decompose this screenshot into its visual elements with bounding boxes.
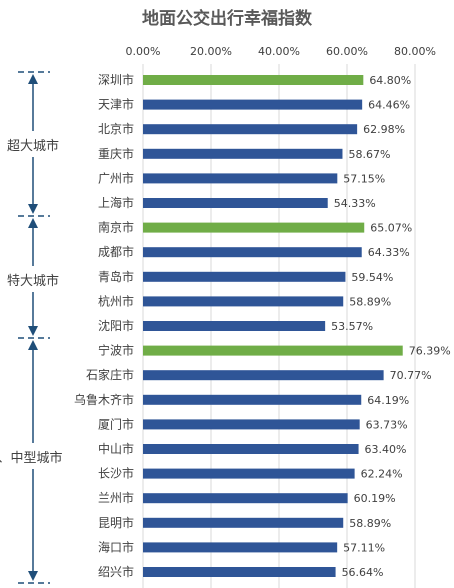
bar bbox=[143, 75, 364, 85]
arrow-down-icon bbox=[28, 204, 38, 214]
arrow-up-icon bbox=[28, 218, 38, 228]
arrow-down-icon bbox=[28, 571, 38, 581]
bar bbox=[143, 173, 338, 184]
bar bbox=[143, 345, 403, 356]
value-label: 65.07% bbox=[370, 222, 412, 235]
category-label: 青岛市 bbox=[98, 269, 134, 284]
category-label: 绍兴市 bbox=[98, 564, 134, 579]
category-label: 海口市 bbox=[98, 539, 134, 554]
bar bbox=[143, 321, 326, 331]
value-label: 58.89% bbox=[349, 295, 391, 308]
arrow-down-icon bbox=[28, 326, 38, 336]
category-label: 上海市 bbox=[98, 195, 134, 210]
value-label: 70.77% bbox=[390, 369, 432, 382]
bar bbox=[143, 296, 344, 307]
value-label: 63.40% bbox=[365, 443, 407, 456]
value-label: 64.46% bbox=[368, 99, 410, 112]
x-tick-label: 20.00% bbox=[190, 45, 232, 58]
category-label: 中山市 bbox=[98, 441, 134, 456]
value-label: 76.39% bbox=[409, 345, 451, 358]
category-label: 昆明市 bbox=[98, 515, 134, 530]
x-tick-label: 60.00% bbox=[326, 45, 368, 58]
bar bbox=[143, 370, 384, 381]
category-label: 广州市 bbox=[98, 170, 134, 185]
bar bbox=[143, 493, 348, 504]
value-label: 59.54% bbox=[351, 271, 393, 284]
value-label: 57.15% bbox=[343, 172, 385, 185]
category-label: 天津市 bbox=[98, 97, 134, 112]
category-label: 北京市 bbox=[98, 121, 134, 136]
category-label: 南京市 bbox=[98, 220, 134, 235]
x-tick-label: 80.00% bbox=[394, 45, 436, 58]
category-label: 深圳市 bbox=[98, 72, 134, 87]
category-label: 成都市 bbox=[98, 244, 134, 259]
bar bbox=[143, 247, 362, 258]
bar bbox=[143, 567, 336, 577]
value-label: 57.11% bbox=[343, 541, 385, 554]
group-label: 超大城市 bbox=[7, 138, 59, 154]
value-label: 62.98% bbox=[363, 123, 405, 136]
group-label: 特大城市 bbox=[7, 273, 59, 289]
category-label: 重庆市 bbox=[98, 146, 134, 161]
arrow-up-icon bbox=[28, 74, 38, 84]
bar bbox=[143, 99, 363, 110]
value-label: 56.64% bbox=[342, 566, 384, 579]
x-tick-label: 40.00% bbox=[258, 45, 300, 58]
bar bbox=[143, 468, 355, 479]
arrow-up-icon bbox=[28, 340, 38, 350]
bar bbox=[143, 517, 344, 528]
value-label: 60.19% bbox=[354, 492, 396, 505]
value-label: 63.73% bbox=[366, 418, 408, 431]
value-label: 64.19% bbox=[367, 394, 409, 407]
category-label: 宁波市 bbox=[98, 343, 134, 358]
bar bbox=[143, 148, 343, 159]
category-label: 厦门市 bbox=[98, 416, 134, 431]
value-label: 62.24% bbox=[361, 468, 403, 481]
category-label: 杭州市 bbox=[98, 293, 134, 308]
value-label: 58.67% bbox=[348, 148, 390, 161]
chart-title: 地面公交出行幸福指数 bbox=[142, 9, 312, 29]
bar bbox=[143, 394, 362, 405]
category-label: 兰州市 bbox=[98, 490, 134, 505]
group-label: 、中型城市 bbox=[0, 450, 63, 466]
value-label: 64.33% bbox=[368, 246, 410, 259]
bar bbox=[143, 419, 360, 430]
category-label: 乌鲁木齐市 bbox=[74, 392, 134, 407]
value-label: 58.89% bbox=[349, 517, 391, 530]
x-tick-label: 0.00% bbox=[126, 45, 161, 58]
bar bbox=[143, 444, 359, 454]
value-label: 53.57% bbox=[331, 320, 373, 333]
category-label: 沈阳市 bbox=[98, 318, 134, 333]
bar bbox=[143, 198, 328, 208]
category-label: 石家庄市 bbox=[86, 367, 134, 382]
bar bbox=[143, 542, 338, 553]
value-label: 64.80% bbox=[369, 74, 411, 87]
category-label: 长沙市 bbox=[98, 466, 134, 481]
bar bbox=[143, 271, 346, 282]
value-label: 54.33% bbox=[334, 197, 376, 210]
bar bbox=[143, 124, 358, 135]
bar bbox=[143, 222, 365, 233]
